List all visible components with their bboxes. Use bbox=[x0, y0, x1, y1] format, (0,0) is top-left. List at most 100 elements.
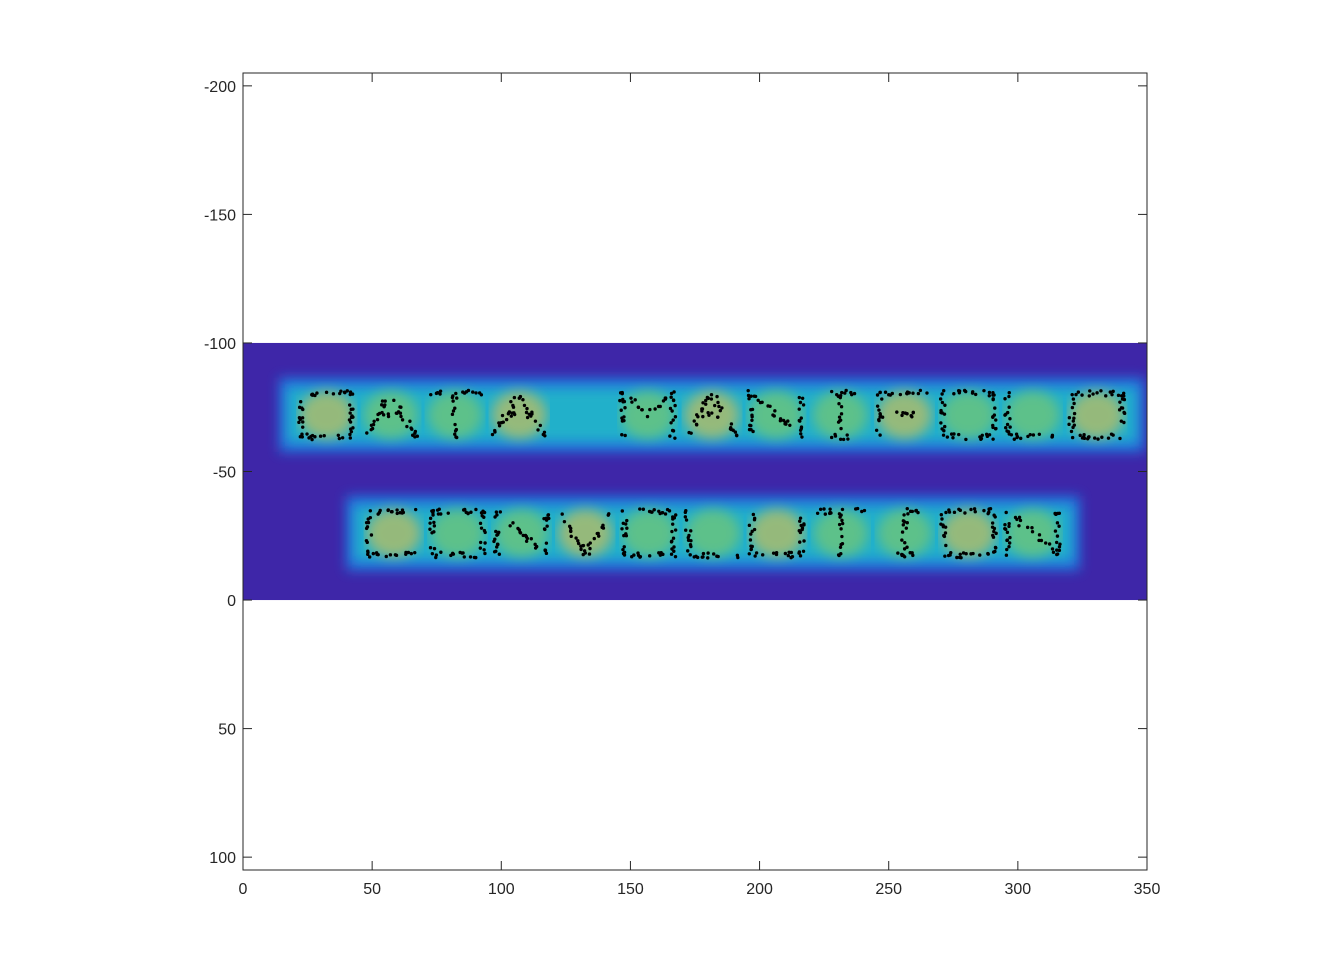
scatter-point bbox=[700, 409, 704, 413]
scatter-point bbox=[1005, 538, 1010, 542]
scatter-point bbox=[704, 402, 708, 406]
scatter-point bbox=[1093, 436, 1097, 440]
scatter-point bbox=[833, 434, 838, 438]
scatter-point bbox=[1082, 433, 1086, 437]
scatter-point bbox=[1008, 535, 1012, 540]
scatter-point bbox=[647, 509, 652, 514]
scatter-point bbox=[695, 413, 699, 417]
scatter-point bbox=[453, 422, 457, 427]
scatter-point bbox=[1118, 436, 1122, 441]
scatter-point bbox=[674, 513, 678, 517]
scatter-point bbox=[297, 415, 302, 420]
scatter-point bbox=[982, 508, 986, 513]
scatter-point bbox=[500, 413, 505, 418]
scatter-point bbox=[887, 393, 891, 397]
scatter-point bbox=[400, 418, 405, 422]
scatter-point bbox=[949, 550, 953, 555]
scatter-point bbox=[905, 506, 909, 511]
scatter-point bbox=[301, 425, 305, 429]
scatter-point bbox=[388, 553, 393, 557]
scatter-point bbox=[1015, 435, 1019, 440]
scatter-point bbox=[1055, 534, 1060, 538]
scatter-point bbox=[709, 397, 714, 401]
scatter-point bbox=[945, 435, 950, 439]
scatter-point bbox=[799, 416, 803, 420]
scatter-point bbox=[838, 437, 843, 441]
scatter-point bbox=[525, 536, 530, 541]
scatter-point bbox=[656, 404, 661, 409]
scatter-point bbox=[1030, 530, 1035, 534]
heatmap-hotspot bbox=[557, 509, 613, 558]
scatter-point bbox=[477, 391, 482, 395]
scatter-point bbox=[511, 521, 515, 525]
scatter-point bbox=[773, 409, 777, 413]
scatter-point bbox=[818, 507, 823, 511]
scatter-point bbox=[298, 435, 303, 439]
heatmap-hotspot bbox=[1069, 390, 1125, 439]
scatter-point bbox=[562, 519, 567, 524]
scatter-point bbox=[896, 551, 900, 555]
scatter-point bbox=[1004, 426, 1008, 430]
scatter-point bbox=[1007, 391, 1011, 395]
scatter-point bbox=[1057, 548, 1062, 553]
scatter-point bbox=[901, 523, 906, 527]
scatter-point bbox=[495, 513, 499, 517]
scatter-point bbox=[729, 422, 734, 426]
scatter-point bbox=[750, 418, 754, 422]
scatter-point bbox=[1026, 434, 1030, 439]
scatter-point bbox=[536, 428, 540, 432]
scatter-point bbox=[940, 517, 944, 521]
scatter-point bbox=[957, 555, 962, 560]
scatter-point bbox=[911, 553, 915, 558]
scatter-point bbox=[909, 413, 913, 418]
scatter-point bbox=[941, 524, 946, 528]
scatter-point bbox=[852, 391, 857, 396]
scatter-point bbox=[525, 415, 530, 420]
scatter-point bbox=[645, 414, 650, 419]
scatter-point bbox=[542, 516, 546, 521]
scatter-point bbox=[829, 389, 834, 394]
scatter-point bbox=[586, 543, 590, 547]
scatter-point bbox=[840, 518, 844, 523]
scatter-point bbox=[625, 526, 629, 530]
scatter-point bbox=[624, 532, 628, 536]
scatter-point bbox=[683, 515, 688, 519]
scatter-point bbox=[340, 436, 345, 440]
scatter-point bbox=[706, 551, 710, 555]
scatter-point bbox=[376, 512, 380, 516]
scatter-point bbox=[991, 425, 995, 430]
scatter-point bbox=[862, 508, 867, 513]
scatter-point bbox=[315, 391, 319, 395]
scatter-point bbox=[392, 398, 396, 403]
scatter-point bbox=[905, 545, 909, 549]
scatter-point bbox=[903, 541, 907, 545]
scatter-point bbox=[839, 542, 843, 547]
scatter-point bbox=[838, 515, 842, 519]
scatter-point bbox=[1018, 436, 1023, 441]
scatter-point bbox=[1055, 521, 1060, 525]
scatter-point bbox=[846, 437, 850, 441]
scatter-point bbox=[660, 511, 664, 515]
scatter-point bbox=[798, 540, 802, 544]
scatter-point bbox=[749, 547, 753, 552]
scatter-point bbox=[1071, 419, 1075, 423]
y-tick-label: -150 bbox=[204, 207, 236, 224]
scatter-point bbox=[380, 403, 384, 407]
scatter-point bbox=[711, 552, 716, 556]
scatter-point bbox=[877, 418, 881, 422]
scatter-point bbox=[839, 404, 844, 409]
scatter-point bbox=[300, 406, 304, 410]
scatter-point bbox=[994, 418, 998, 422]
scatter-point bbox=[601, 523, 605, 528]
scatter-point bbox=[878, 433, 882, 437]
scatter-point bbox=[381, 413, 386, 417]
scatter-point bbox=[620, 390, 624, 395]
scatter-point bbox=[430, 551, 435, 556]
scatter-point bbox=[689, 529, 693, 533]
scatter-point bbox=[510, 411, 514, 415]
scatter-point bbox=[1111, 433, 1115, 437]
scatter-point bbox=[305, 432, 309, 436]
scatter-point bbox=[972, 507, 977, 511]
scatter-point bbox=[497, 552, 502, 556]
